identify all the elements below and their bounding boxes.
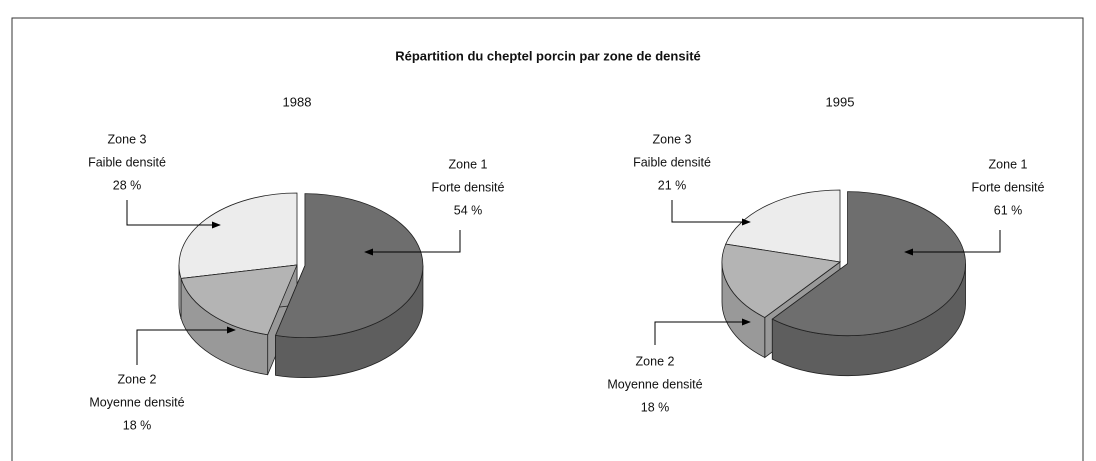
leader-arrow: [904, 230, 1001, 256]
slice: [721, 243, 842, 318]
slice-sublabel: Moyenne densité: [607, 377, 702, 391]
pie-title: 1995: [826, 94, 855, 109]
slice-value-label: 28 %: [113, 178, 142, 192]
leader-arrow: [654, 318, 751, 345]
slice-sublabel: Moyenne densité: [89, 395, 184, 409]
slice: [275, 193, 424, 338]
slice-value-label: 21 %: [658, 178, 687, 192]
slice: [725, 189, 841, 263]
leader-arrow: [364, 230, 461, 256]
chart-title: Répartition du cheptel porcin par zone d…: [395, 48, 701, 63]
slice: [180, 264, 298, 336]
slice-sublabel: Faible densité: [633, 155, 711, 169]
pie-title: 1988: [283, 94, 312, 109]
slice-label: Zone 1: [449, 157, 488, 171]
slice-value-label: 54 %: [454, 203, 483, 217]
slice-sublabel: Faible densité: [88, 155, 166, 169]
slice-sublabel: Forte densité: [972, 180, 1045, 194]
slice-label: Zone 1: [989, 157, 1028, 171]
slice-label: Zone 3: [653, 132, 692, 146]
slice-label: Zone 2: [118, 372, 157, 386]
leader-arrow: [126, 200, 221, 229]
slice-value-label: 61 %: [994, 203, 1023, 217]
slice-value-label: 18 %: [123, 418, 152, 432]
slice: [178, 192, 298, 279]
frame: [11, 17, 1084, 461]
leader-arrow: [136, 326, 236, 365]
leader-arrow: [671, 200, 751, 226]
slice-label: Zone 2: [636, 354, 675, 368]
slice-label: Zone 3: [108, 132, 147, 146]
slice-value-label: 18 %: [641, 400, 670, 414]
slice-sublabel: Forte densité: [432, 180, 505, 194]
slice: [771, 191, 966, 337]
